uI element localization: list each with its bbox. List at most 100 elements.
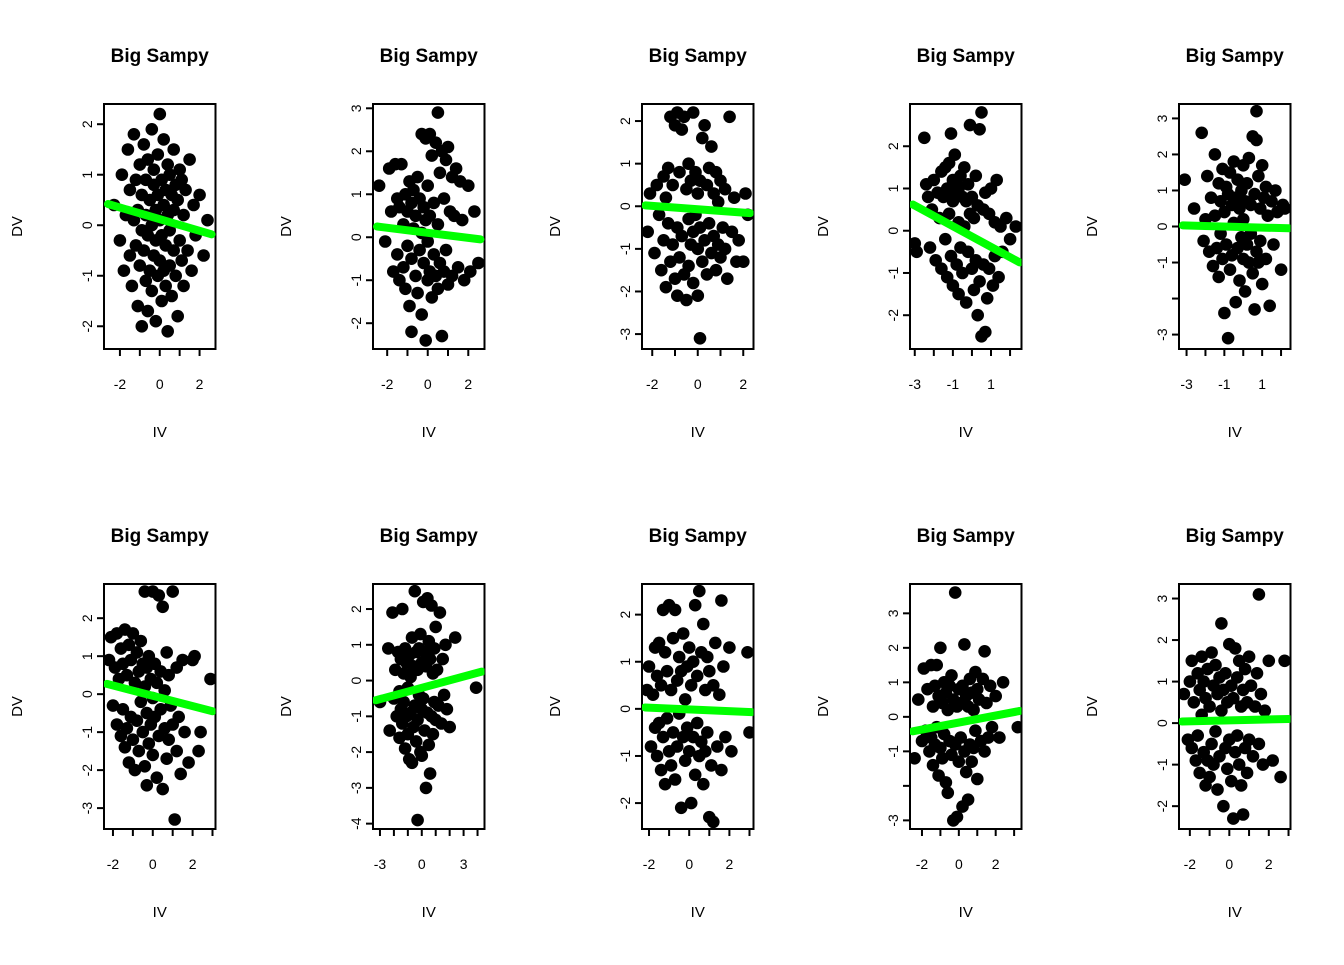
data-point <box>1209 725 1222 738</box>
panel-title: Big Sampy <box>111 46 210 67</box>
data-point <box>738 187 752 200</box>
data-point <box>1004 232 1017 246</box>
data-point <box>437 688 451 702</box>
y-tick-label: 0 <box>616 705 632 713</box>
data-point <box>934 641 948 655</box>
panel-title: Big Sampy <box>1186 526 1285 547</box>
data-point <box>142 737 156 750</box>
data-points-group <box>103 107 216 338</box>
data-point <box>162 733 175 746</box>
data-point <box>129 173 143 187</box>
y-tick-label: 2 <box>885 644 901 652</box>
y-tick-label: -3 <box>616 328 632 341</box>
data-point <box>440 702 453 716</box>
y-axis-label: DV <box>9 216 26 237</box>
y-tick-label: 2 <box>1154 636 1170 644</box>
panel-title: Big Sampy <box>648 526 747 547</box>
data-point <box>704 759 718 772</box>
y-tick-label: -1 <box>79 269 95 282</box>
data-point <box>647 246 661 260</box>
data-point <box>160 646 173 659</box>
data-point <box>691 289 704 302</box>
data-point <box>952 287 966 301</box>
data-point <box>918 131 931 145</box>
x-tick-label: 2 <box>464 376 472 392</box>
panel-title: Big Sampy <box>379 46 478 67</box>
y-tick-label: 0 <box>1154 222 1170 230</box>
data-point <box>1187 696 1201 709</box>
data-point <box>197 249 210 262</box>
data-point <box>160 752 173 765</box>
data-point <box>1233 274 1246 287</box>
data-point <box>1274 263 1288 276</box>
data-point <box>168 813 181 826</box>
data-point <box>153 107 167 121</box>
data-point <box>716 660 730 673</box>
y-tick-label: -1 <box>79 726 95 739</box>
data-point <box>409 269 422 283</box>
y-tick-label: 1 <box>1154 677 1170 685</box>
scatter-plot-svg: Big Sampy -3 -2 -1 0 1 2 -2 0 2 IV DV <box>9 526 217 921</box>
data-point <box>740 646 754 659</box>
data-point <box>954 731 968 744</box>
regression-line <box>103 200 216 239</box>
data-point <box>419 781 433 795</box>
data-point <box>1229 745 1242 759</box>
data-point <box>1219 667 1232 680</box>
data-point <box>128 676 142 690</box>
data-point <box>137 138 151 151</box>
data-point <box>167 203 180 217</box>
data-point <box>712 688 726 702</box>
y-tick-label: -2 <box>616 797 632 810</box>
x-tick-label: 2 <box>196 376 204 392</box>
panel-title: Big Sampy <box>379 526 478 547</box>
y-tick-label: 2 <box>616 117 632 125</box>
data-point <box>185 264 198 277</box>
y-tick-label: -2 <box>348 746 364 759</box>
data-point <box>431 106 444 119</box>
x-axis-label: IV <box>421 904 435 921</box>
y-axis-label: DV <box>9 696 26 717</box>
data-points-group <box>910 106 1022 343</box>
y-tick-label: -2 <box>1154 800 1170 813</box>
data-point <box>670 674 684 687</box>
data-point <box>718 730 732 744</box>
data-point <box>419 334 432 347</box>
y-tick-label: -1 <box>1154 758 1170 771</box>
data-point <box>151 148 165 161</box>
data-point <box>411 713 424 727</box>
y-tick-label: 0 <box>79 690 95 698</box>
data-point <box>945 127 958 140</box>
data-point <box>697 119 711 132</box>
data-point <box>188 649 201 663</box>
data-point <box>421 179 434 193</box>
x-tick-label: -3 <box>1181 376 1194 392</box>
data-point <box>1208 209 1222 223</box>
data-point <box>1258 704 1272 717</box>
y-tick-label: 0 <box>348 676 364 684</box>
scatter-plot-svg: Big Sampy -4 -3 -2 -1 0 1 2 -3 0 3 IV DV <box>278 526 486 921</box>
data-point <box>123 249 137 262</box>
x-tick-label: 1 <box>1258 376 1266 392</box>
y-tick-label: 1 <box>616 160 632 168</box>
data-point <box>120 722 134 735</box>
data-point <box>159 279 172 293</box>
data-point <box>1256 277 1269 291</box>
data-point <box>1009 220 1022 233</box>
data-point <box>652 636 665 650</box>
data-point <box>176 653 189 667</box>
data-point <box>722 110 736 124</box>
data-point <box>134 634 148 648</box>
data-point <box>1227 691 1240 705</box>
data-point <box>385 606 399 619</box>
data-point <box>1187 202 1201 215</box>
data-point <box>682 744 696 758</box>
data-point <box>175 254 188 267</box>
data-point <box>154 703 167 716</box>
y-tick-label: 1 <box>348 641 364 649</box>
data-point <box>157 133 170 146</box>
data-point <box>161 158 174 171</box>
data-point <box>1195 650 1209 664</box>
data-point <box>1250 104 1263 118</box>
